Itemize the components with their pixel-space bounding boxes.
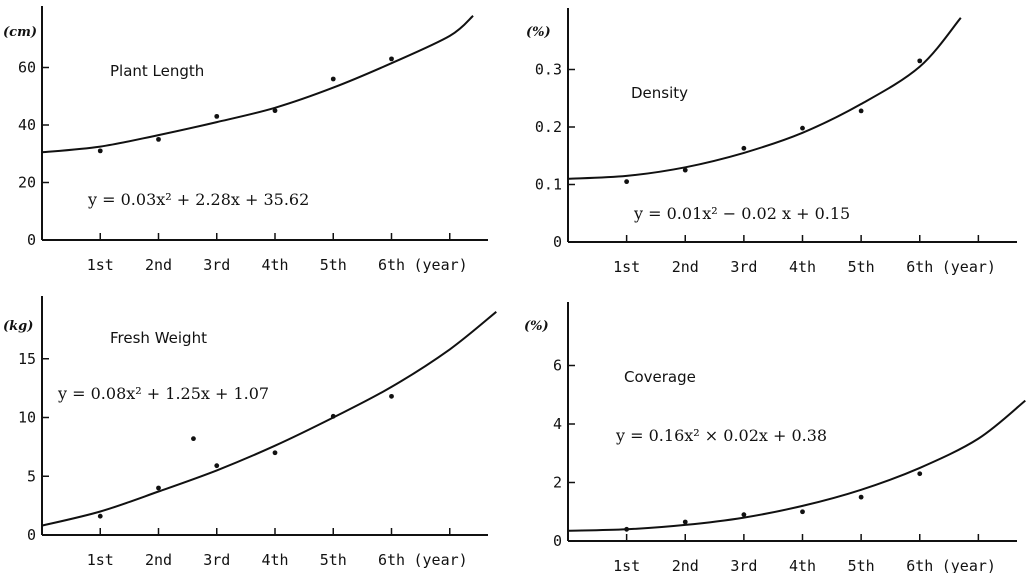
data-point	[858, 494, 864, 500]
x-tick-label: 4th	[789, 557, 816, 573]
x-tick-label: 1st	[87, 551, 114, 569]
chart-panel-3: 0 5 10 15 1st 2nd 3rd 4th 5th 6th (year) (kg) Fresh …	[3, 296, 497, 569]
x-tick-label: 3rd	[203, 256, 230, 274]
chart-title: Density	[631, 84, 688, 102]
y-tick-label: 0	[27, 231, 36, 249]
x-tick-label: 5th	[848, 258, 875, 276]
y-tick-label: 4	[553, 415, 562, 433]
data-point	[330, 76, 336, 82]
y-tick-label: 2	[553, 474, 562, 492]
chart-panel-4: 0 2 4 6 1st 2nd 3rd 4th 5th 6th (year) (%) Coverage y…	[524, 302, 1026, 573]
data-point	[214, 463, 220, 469]
data-point	[800, 509, 805, 515]
x-tick-label: 6th	[378, 551, 405, 569]
x-tick-label: 2nd	[672, 557, 699, 573]
x-axis-suffix: (year)	[942, 258, 996, 276]
regression-equation: y = 0.16x² × 0.02x + 0.38	[615, 426, 827, 445]
fitted-curve	[41, 15, 474, 154]
data-point	[272, 108, 278, 114]
x-tick-label: 3rd	[203, 551, 230, 569]
y-tick-label: 0.3	[535, 61, 562, 79]
regression-equation: y = 0.03x² + 2.28x + 35.62	[87, 190, 309, 209]
x-axis-suffix: (year)	[414, 256, 468, 274]
y-tick-label: 0	[27, 526, 36, 544]
x-tick-label: 1st	[87, 256, 114, 274]
data-point	[858, 108, 864, 114]
data-point	[682, 167, 688, 173]
y-tick-label: 0.1	[535, 176, 562, 194]
data-point	[191, 436, 196, 442]
y-unit-label: (cm)	[3, 25, 37, 40]
data-point	[272, 450, 278, 456]
x-tick-label: 2nd	[145, 551, 172, 569]
y-unit-label: (%)	[524, 319, 549, 334]
y-tick-label: 0	[553, 233, 562, 251]
data-point	[624, 179, 630, 185]
data-point	[917, 471, 923, 477]
x-axis-suffix: (year)	[414, 551, 468, 569]
x-tick-label: 6th	[378, 256, 405, 274]
data-point	[917, 58, 923, 64]
x-tick-label: 5th	[848, 557, 875, 573]
x-axis-suffix: (year)	[942, 557, 996, 573]
data-point	[214, 113, 220, 119]
y-tick-label: 15	[18, 350, 36, 368]
x-tick-label: 2nd	[145, 256, 172, 274]
chart-panel-1: 0 20 40 60 1st 2nd 3rd 4th 5th 6th (year) (cm) Plant…	[3, 6, 488, 274]
x-tick-label: 2nd	[672, 258, 699, 276]
data-point	[97, 513, 103, 519]
data-point	[156, 136, 161, 142]
y-unit-label: (kg)	[3, 319, 33, 334]
fitted-curve	[41, 311, 497, 527]
chart-title: Coverage	[624, 368, 696, 386]
x-tick-label: 5th	[320, 551, 347, 569]
data-point	[682, 519, 688, 525]
y-tick-label: 40	[18, 116, 36, 134]
chart-title: Fresh Weight	[110, 329, 207, 347]
x-tick-label: 5th	[320, 256, 347, 274]
x-tick-label: 3rd	[730, 557, 757, 573]
y-tick-label: 6	[553, 357, 562, 375]
data-point	[800, 125, 805, 131]
data-point	[156, 485, 161, 491]
y-tick-label: 0	[553, 532, 562, 550]
chart-panel-2: 0 0.1 0.2 0.3 1st 2nd 3rd 4th 5th 6th (year) (%) Den…	[526, 8, 1017, 276]
fitted-curve	[567, 399, 1026, 532]
data-point	[741, 145, 747, 151]
x-tick-label: 4th	[261, 551, 288, 569]
data-point	[624, 526, 630, 532]
data-point	[741, 512, 747, 518]
data-point	[389, 56, 394, 62]
fitted-curve	[567, 17, 962, 180]
x-tick-label: 6th	[906, 557, 933, 573]
y-tick-label: 5	[27, 467, 36, 485]
regression-equation: y = 0.08x² + 1.25x + 1.07	[57, 384, 269, 403]
x-tick-label: 4th	[789, 258, 816, 276]
x-tick-label: 4th	[261, 256, 288, 274]
regression-equation: y = 0.01x² − 0.02 x + 0.15	[633, 204, 850, 223]
y-tick-label: 10	[18, 409, 36, 427]
x-tick-label: 6th	[906, 258, 933, 276]
data-point	[330, 413, 336, 419]
y-tick-label: 60	[18, 59, 36, 77]
data-point	[389, 393, 394, 399]
x-tick-label: 1st	[613, 557, 640, 573]
data-point	[97, 148, 103, 154]
y-tick-label: 20	[18, 174, 36, 192]
y-unit-label: (%)	[526, 25, 551, 40]
x-tick-label: 1st	[613, 258, 640, 276]
chart-title: Plant Length	[110, 62, 204, 80]
x-tick-label: 3rd	[730, 258, 757, 276]
y-tick-label: 0.2	[535, 118, 562, 136]
